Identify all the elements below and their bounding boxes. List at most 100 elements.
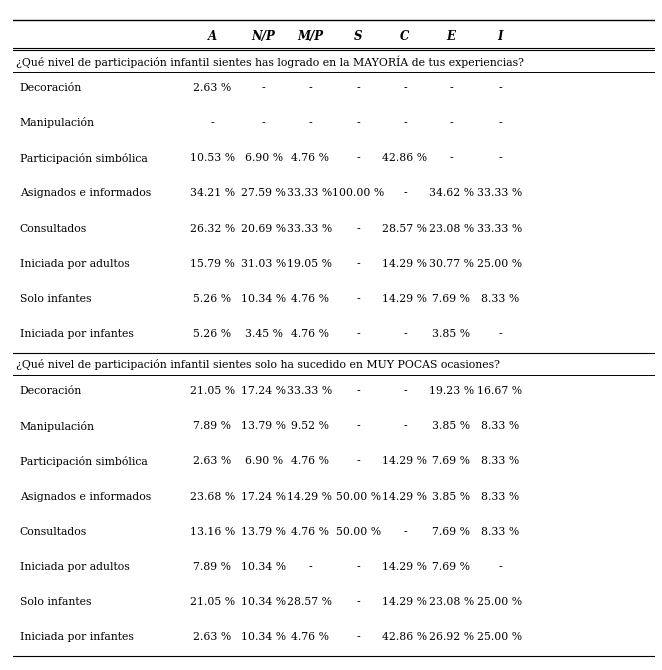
Text: Decoración: Decoración	[20, 386, 82, 396]
Text: 20.69 %: 20.69 %	[241, 224, 286, 234]
Text: -: -	[403, 188, 406, 198]
Text: 23.08 %: 23.08 %	[428, 224, 474, 234]
Text: Iniciada por infantes: Iniciada por infantes	[20, 330, 134, 340]
Text: -: -	[449, 83, 453, 92]
Text: 10.53 %: 10.53 %	[190, 153, 235, 163]
Text: 50.00 %: 50.00 %	[336, 527, 381, 537]
Text: -: -	[498, 562, 502, 572]
Text: -: -	[308, 118, 312, 128]
Text: -: -	[403, 386, 406, 396]
Text: 13.79 %: 13.79 %	[241, 421, 286, 431]
Text: 14.29 %: 14.29 %	[383, 456, 428, 466]
Text: ¿Qué nivel de participación infantil sientes solo ha sucedido en MUY POCAS ocasi: ¿Qué nivel de participación infantil sie…	[17, 360, 500, 371]
Text: -: -	[308, 562, 312, 572]
Text: 8.33 %: 8.33 %	[481, 456, 519, 466]
Text: -: -	[356, 224, 360, 234]
Text: -: -	[403, 118, 406, 128]
Text: -: -	[498, 83, 502, 92]
Text: 25.00 %: 25.00 %	[477, 632, 522, 643]
Text: 7.89 %: 7.89 %	[193, 421, 231, 431]
Text: 100.00 %: 100.00 %	[332, 188, 384, 198]
Text: 8.33 %: 8.33 %	[481, 527, 519, 537]
Text: -: -	[498, 118, 502, 128]
Text: -: -	[356, 456, 360, 466]
Text: 7.69 %: 7.69 %	[432, 456, 470, 466]
Text: 14.29 %: 14.29 %	[383, 597, 428, 607]
Text: 28.57 %: 28.57 %	[287, 597, 332, 607]
Text: N/P: N/P	[252, 29, 275, 43]
Text: 27.59 %: 27.59 %	[241, 188, 286, 198]
Text: S: S	[354, 29, 362, 43]
Text: 33.33 %: 33.33 %	[477, 188, 522, 198]
Text: 25.00 %: 25.00 %	[477, 597, 522, 607]
Text: Solo infantes: Solo infantes	[20, 294, 91, 304]
Text: -: -	[356, 386, 360, 396]
Text: Manipulación: Manipulación	[20, 421, 95, 431]
Text: 50.00 %: 50.00 %	[336, 492, 381, 502]
Text: -: -	[356, 259, 360, 269]
Text: 2.63 %: 2.63 %	[193, 632, 232, 643]
Text: -: -	[356, 597, 360, 607]
Text: -: -	[356, 294, 360, 304]
Text: Asignados e informados: Asignados e informados	[20, 188, 151, 198]
Text: 5.26 %: 5.26 %	[193, 330, 231, 340]
Text: Participación simbólica: Participación simbólica	[20, 153, 148, 163]
Text: -: -	[262, 83, 265, 92]
Text: 19.23 %: 19.23 %	[428, 386, 474, 396]
Text: 33.33 %: 33.33 %	[287, 188, 332, 198]
Text: 10.34 %: 10.34 %	[241, 562, 286, 572]
Text: 19.05 %: 19.05 %	[287, 259, 332, 269]
Text: 30.77 %: 30.77 %	[429, 259, 474, 269]
Text: 14.29 %: 14.29 %	[383, 492, 428, 502]
Text: 33.33 %: 33.33 %	[287, 386, 332, 396]
Text: -: -	[356, 118, 360, 128]
Text: 15.79 %: 15.79 %	[190, 259, 235, 269]
Text: -: -	[356, 153, 360, 163]
Text: 8.33 %: 8.33 %	[481, 294, 519, 304]
Text: -: -	[403, 527, 406, 537]
Text: -: -	[498, 330, 502, 340]
Text: 10.34 %: 10.34 %	[241, 597, 286, 607]
Text: 4.76 %: 4.76 %	[291, 456, 329, 466]
Text: Solo infantes: Solo infantes	[20, 597, 91, 607]
Text: 17.24 %: 17.24 %	[241, 386, 286, 396]
Text: 14.29 %: 14.29 %	[383, 294, 428, 304]
Text: 4.76 %: 4.76 %	[291, 330, 329, 340]
Text: Iniciada por infantes: Iniciada por infantes	[20, 632, 134, 643]
Text: 31.03 %: 31.03 %	[241, 259, 286, 269]
Text: 10.34 %: 10.34 %	[241, 294, 286, 304]
Text: -: -	[498, 153, 502, 163]
Text: 13.79 %: 13.79 %	[241, 527, 286, 537]
Text: -: -	[356, 421, 360, 431]
Text: Manipulación: Manipulación	[20, 117, 95, 129]
Text: 33.33 %: 33.33 %	[287, 224, 332, 234]
Text: 4.76 %: 4.76 %	[291, 294, 329, 304]
Text: Consultados: Consultados	[20, 527, 87, 537]
Text: 4.76 %: 4.76 %	[291, 153, 329, 163]
Text: 3.85 %: 3.85 %	[432, 492, 470, 502]
Text: Iniciada por adultos: Iniciada por adultos	[20, 259, 129, 269]
Text: 42.86 %: 42.86 %	[383, 153, 428, 163]
Text: 14.29 %: 14.29 %	[287, 492, 332, 502]
Text: 3.85 %: 3.85 %	[432, 330, 470, 340]
Text: 4.76 %: 4.76 %	[291, 632, 329, 643]
Text: -: -	[262, 118, 265, 128]
Text: -: -	[403, 421, 406, 431]
Text: I: I	[497, 29, 502, 43]
Text: 7.69 %: 7.69 %	[432, 527, 470, 537]
Text: -: -	[356, 632, 360, 643]
Text: 9.52 %: 9.52 %	[291, 421, 329, 431]
Text: Iniciada por adultos: Iniciada por adultos	[20, 562, 129, 572]
Text: 28.57 %: 28.57 %	[383, 224, 428, 234]
Text: 21.05 %: 21.05 %	[190, 386, 235, 396]
Text: C: C	[401, 29, 410, 43]
Text: 23.08 %: 23.08 %	[428, 597, 474, 607]
Text: A: A	[208, 29, 217, 43]
Text: 6.90 %: 6.90 %	[245, 456, 283, 466]
Text: -: -	[356, 562, 360, 572]
Text: 34.21 %: 34.21 %	[190, 188, 235, 198]
Text: 14.29 %: 14.29 %	[383, 562, 428, 572]
Text: 34.62 %: 34.62 %	[428, 188, 474, 198]
Text: 5.26 %: 5.26 %	[193, 294, 231, 304]
Text: Asignados e informados: Asignados e informados	[20, 492, 151, 502]
